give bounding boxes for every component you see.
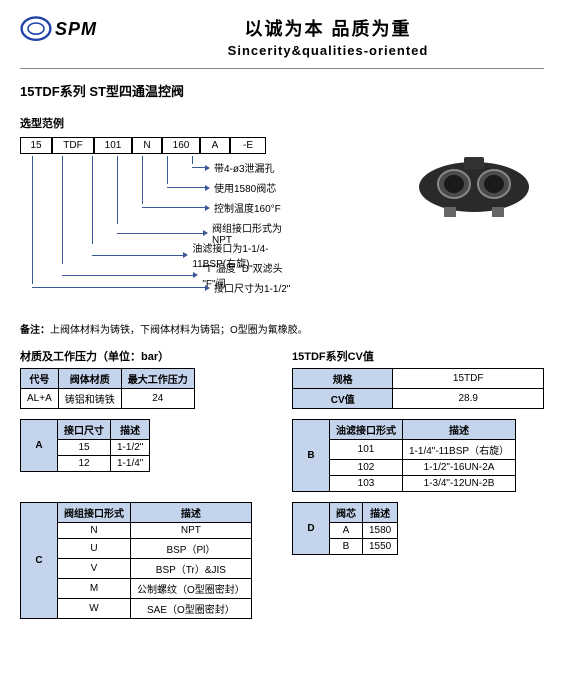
- model-cell: 15: [20, 137, 52, 154]
- page-title: 15TDF系列 ST型四通温控阀: [20, 81, 544, 100]
- product-image: [404, 137, 544, 227]
- model-code-row: 15TDF101N160A-E: [20, 137, 394, 154]
- note-line: 备注：上阀体材料为铸铁，下阀体材料为铸铝；O型圈为氟橡胶。: [20, 321, 544, 336]
- tbl1-title: 材质及工作压力（单位：bar）: [20, 348, 272, 364]
- slogan-cn: 以诚为本 品质为重: [112, 15, 544, 41]
- arrow-label: 接口尺寸为1-1/2": [214, 280, 290, 295]
- table-b: B油滤接口形式描述1011-1/4"-11BSP（右旋）1021-1/2"-16…: [292, 419, 516, 492]
- table-material: 代号阀体材质最大工作压力AL+A铸铝和铸铁24: [20, 368, 195, 409]
- table-a: A接口尺寸描述151-1/2"121-1/4": [20, 419, 150, 472]
- logo: SPM: [20, 15, 97, 43]
- tbl2-title: 15TDF系列CV值: [292, 348, 544, 364]
- table-c: C阀组接口形式描述NNPTUBSP（Pl）VBSP（Tr）&JISM公制螺纹（O…: [20, 502, 252, 619]
- table-d: D阀芯描述A1580B1550: [292, 502, 398, 555]
- slogan-en: Sincerity&qualities-oriented: [112, 43, 544, 58]
- model-cell: N: [132, 137, 162, 154]
- logo-text: SPM: [55, 19, 97, 40]
- divider: [20, 68, 544, 69]
- arrow-label: 控制温度160°F: [214, 200, 281, 215]
- note-text: 上阀体材料为铸铁，下阀体材料为铸铝；O型圈为氟橡胶。: [50, 325, 308, 336]
- model-cell: 160: [162, 137, 200, 154]
- table-cv: 规格15TDFCV值28.9: [292, 368, 544, 409]
- model-subtitle: 选型范例: [20, 115, 544, 131]
- arrow-label: 带4-ø3泄漏孔: [214, 160, 275, 175]
- valve-icon: [409, 142, 539, 222]
- header-slogan: 以诚为本 品质为重 Sincerity&qualities-oriented: [112, 15, 544, 58]
- model-cell: TDF: [52, 137, 94, 154]
- model-cell: -E: [230, 137, 266, 154]
- model-diagram: 15TDF101N160A-E 带4-ø3泄漏孔使用1580阀芯控制温度160°…: [20, 137, 544, 311]
- model-cell: A: [200, 137, 230, 154]
- model-cell: 101: [94, 137, 132, 154]
- arrow-label: 使用1580阀芯: [214, 180, 276, 195]
- page-header: SPM 以诚为本 品质为重 Sincerity&qualities-orient…: [20, 15, 544, 58]
- note-label: 备注：: [20, 325, 50, 336]
- arrow-diagram: 带4-ø3泄漏孔使用1580阀芯控制温度160°F阀组接口形式为NPT油滤接口为…: [20, 156, 300, 311]
- logo-swirl-icon: [20, 15, 52, 43]
